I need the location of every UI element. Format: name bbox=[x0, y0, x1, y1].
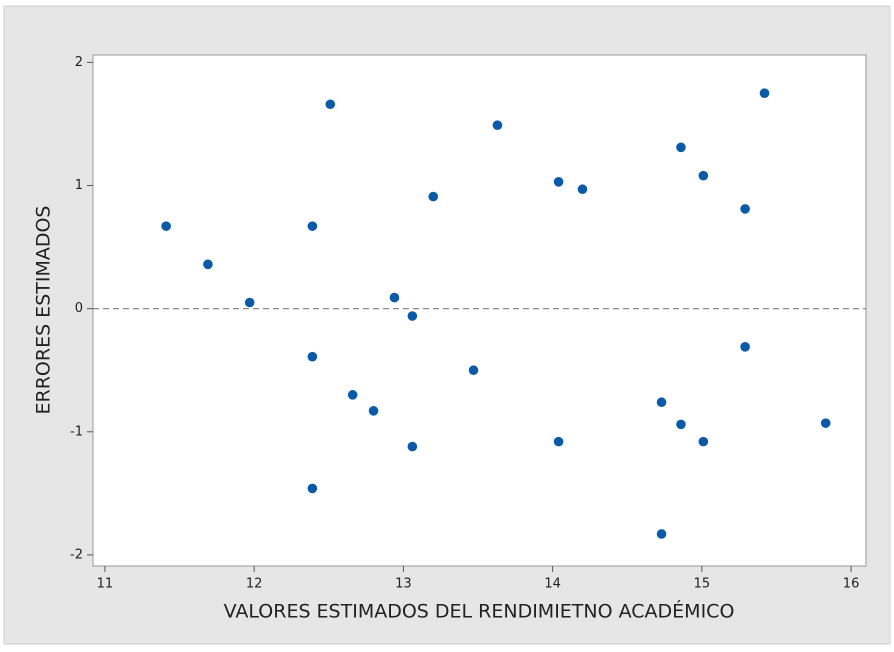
x-axis-title: VALORES ESTIMADOS DEL RENDIMIETNO ACADÉM… bbox=[224, 600, 735, 623]
point bbox=[161, 221, 171, 231]
x-tick-label: 15 bbox=[694, 577, 711, 592]
point bbox=[553, 177, 564, 187]
point bbox=[407, 441, 418, 452]
point bbox=[347, 390, 358, 400]
y-tick-label: 0 bbox=[75, 301, 83, 316]
y-tick-label: 2 bbox=[75, 55, 83, 70]
point bbox=[368, 406, 379, 416]
point bbox=[577, 184, 588, 195]
x-tick-label: 16 bbox=[843, 577, 860, 592]
point bbox=[492, 120, 503, 130]
x-tick-label: 14 bbox=[544, 577, 561, 592]
point bbox=[820, 418, 831, 428]
point bbox=[656, 529, 667, 539]
y-tick-label: 1 bbox=[75, 178, 83, 193]
point bbox=[407, 311, 418, 321]
point bbox=[740, 342, 750, 352]
point bbox=[389, 292, 400, 303]
plot-area bbox=[92, 54, 867, 567]
point bbox=[759, 88, 770, 98]
point bbox=[307, 483, 318, 494]
x-tick-label: 13 bbox=[395, 577, 412, 592]
y-tick-label: -2 bbox=[70, 547, 83, 562]
point bbox=[740, 204, 750, 214]
point bbox=[698, 170, 709, 181]
point bbox=[698, 436, 709, 447]
point bbox=[676, 142, 686, 153]
point bbox=[676, 419, 686, 430]
x-tick-label: 12 bbox=[246, 577, 263, 592]
y-axis-title: ERRORES ESTIMADOS bbox=[33, 206, 55, 415]
point bbox=[468, 365, 479, 376]
point bbox=[203, 259, 213, 270]
point bbox=[307, 351, 318, 362]
point bbox=[307, 221, 318, 231]
point bbox=[428, 191, 439, 202]
y-tick-label: -1 bbox=[70, 424, 83, 439]
point bbox=[325, 99, 336, 110]
point bbox=[656, 397, 667, 408]
point bbox=[553, 436, 564, 447]
point bbox=[244, 297, 255, 308]
x-tick-label: 11 bbox=[97, 577, 114, 592]
